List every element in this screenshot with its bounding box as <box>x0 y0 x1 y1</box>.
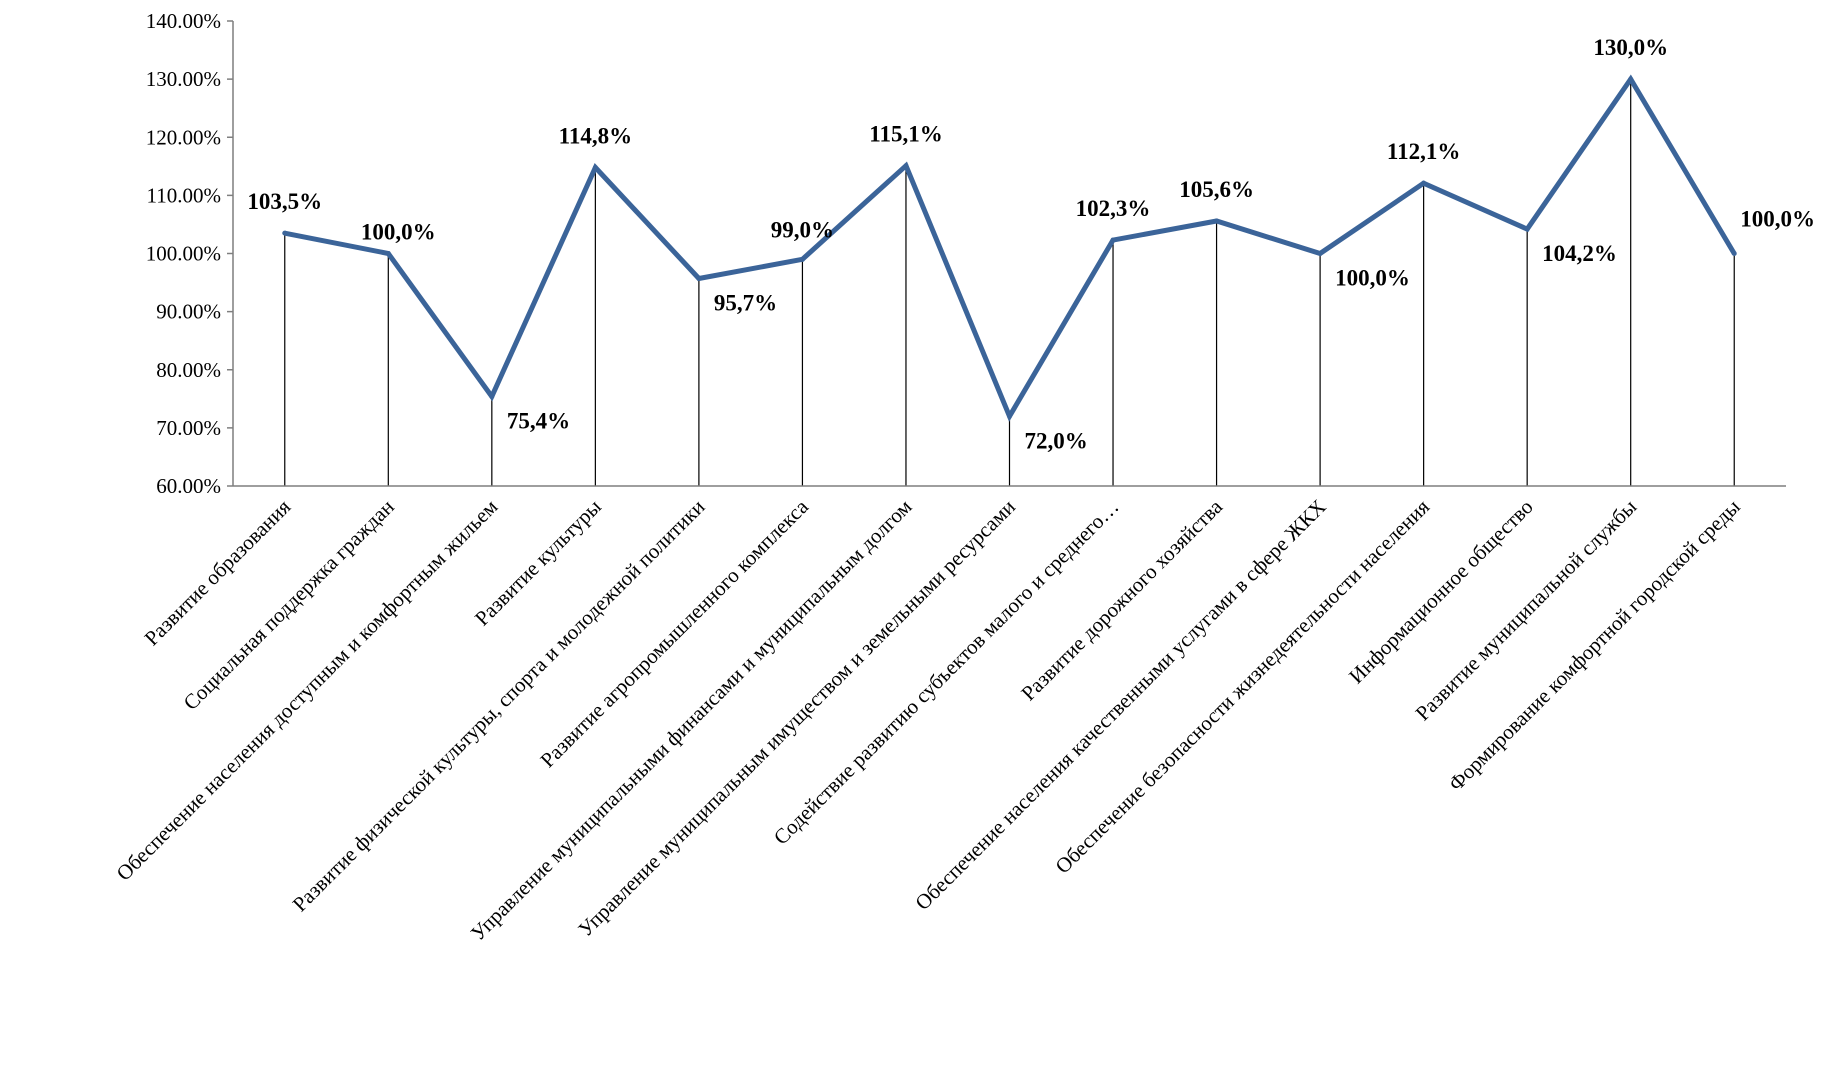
x-category-label: Обеспечение безопасности жизнедеятельнос… <box>1050 494 1434 878</box>
x-category-label: Содействие развитию субъектов малого и с… <box>769 495 1124 850</box>
data-point <box>1628 76 1634 82</box>
data-point <box>1110 237 1116 243</box>
data-label: 72,0% <box>1025 428 1088 453</box>
data-label: 95,7% <box>714 290 777 315</box>
data-point <box>592 164 598 170</box>
data-label: 102,3% <box>1076 196 1151 221</box>
y-tick-label: 130.00% <box>146 67 221 91</box>
data-label: 112,1% <box>1387 139 1460 164</box>
y-tick-label: 140.00% <box>146 9 221 33</box>
data-point <box>903 163 909 169</box>
data-point <box>1524 226 1530 232</box>
data-point <box>1214 218 1220 224</box>
x-category-label: Развитие муниципальной службы <box>1411 495 1642 726</box>
data-label: 114,8% <box>559 123 632 148</box>
y-tick-labels: 60.00% 70.00% 80.00% 90.00% 100.00% 110.00% 12… <box>146 9 233 498</box>
y-tick-label: 100.00% <box>146 242 221 266</box>
data-label: 99,0% <box>771 217 834 242</box>
data-point <box>1731 251 1737 256</box>
data-point <box>799 256 805 262</box>
x-category-label: Обеспечение населения доступным и комфор… <box>112 495 503 886</box>
data-point <box>489 393 495 399</box>
data-point <box>696 275 702 281</box>
y-tick-label: 120.00% <box>146 125 221 149</box>
data-label: 115,1% <box>869 122 942 147</box>
data-label: 75,4% <box>507 408 570 433</box>
x-category-label: Информационное общество <box>1344 495 1538 689</box>
data-label: 104,2% <box>1542 241 1617 266</box>
data-label: 130,0% <box>1593 35 1668 60</box>
x-category-label: Развитие дорожного хозяйства <box>1016 494 1227 705</box>
data-point <box>385 251 391 256</box>
data-point <box>1007 413 1012 419</box>
y-tick-label: 70.00% <box>156 416 221 440</box>
data-point <box>1421 180 1427 186</box>
data-point <box>282 230 288 236</box>
x-category-label: Социальная поддержка граждан <box>179 495 399 715</box>
data-labels: 103,5% 100,0% 75,4% 114,8% 95,7% 99,0% 115,1% 7… <box>247 35 1815 453</box>
drop-lines <box>284 79 1735 486</box>
data-label: 100,0% <box>361 220 436 245</box>
y-tick-label: 80.00% <box>156 358 221 382</box>
data-label: 100,0% <box>1740 207 1815 232</box>
y-tick-label: 90.00% <box>156 300 221 324</box>
series-line <box>284 74 1737 422</box>
data-label: 105,6% <box>1179 177 1254 202</box>
y-tick-label: 110.00% <box>147 183 221 207</box>
data-point <box>1317 251 1323 256</box>
data-label: 103,5% <box>247 189 322 214</box>
y-tick-label: 60.00% <box>156 474 221 498</box>
data-label: 100,0% <box>1335 266 1410 291</box>
series-group <box>282 74 1737 422</box>
